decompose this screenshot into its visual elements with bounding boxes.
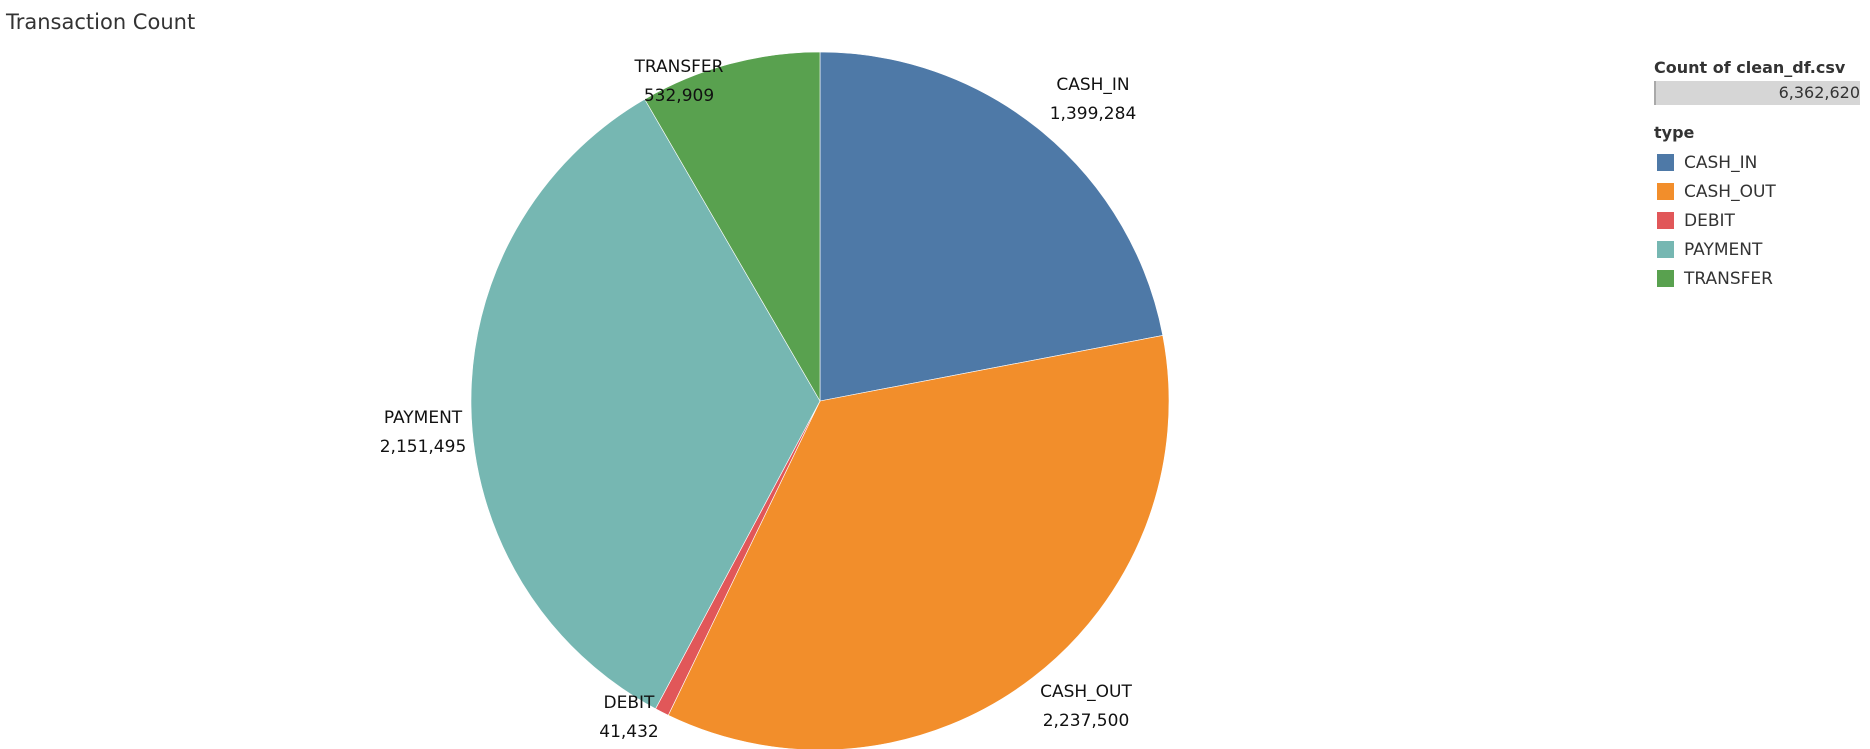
- slice-value-label: 1,399,284: [1050, 104, 1137, 124]
- count-legend-value: 6,362,620: [1778, 83, 1860, 102]
- slice-value-label: 41,432: [599, 722, 658, 742]
- slice-value-label: 532,909: [644, 86, 714, 106]
- chart-title: Transaction Count: [6, 10, 196, 34]
- count-legend-bar: 6,362,620: [1654, 81, 1860, 105]
- legend-label: TRANSFER: [1684, 268, 1773, 289]
- legend-item-transfer[interactable]: TRANSFER: [1654, 264, 1868, 293]
- type-legend-title: type: [1654, 123, 1695, 142]
- legend-label: CASH_OUT: [1684, 181, 1776, 202]
- pie-slice-cash-in[interactable]: [819, 51, 1164, 402]
- slice-category-label: CASH_IN: [1056, 75, 1129, 95]
- count-legend-title: Count of clean_df.csv: [1654, 58, 1846, 77]
- pie-slices: [470, 51, 1170, 749]
- slice-category-label: CASH_OUT: [1040, 682, 1132, 702]
- legend-swatch: [1657, 154, 1674, 171]
- legend-label: PAYMENT: [1684, 239, 1763, 260]
- legend-panel: Count of clean_df.csv 6,362,620 type CAS…: [1654, 58, 1868, 293]
- legend-swatch: [1657, 270, 1674, 287]
- slice-value-label: 2,151,495: [380, 437, 467, 457]
- slice-category-label: PAYMENT: [384, 408, 463, 428]
- legend-swatch: [1657, 241, 1674, 258]
- legend-label: DEBIT: [1684, 210, 1735, 231]
- legend-item-cash-out[interactable]: CASH_OUT: [1654, 177, 1868, 206]
- pie-slice-transfer[interactable]: [644, 51, 821, 403]
- slice-category-label: DEBIT: [604, 693, 656, 713]
- type-legend-list: CASH_IN CASH_OUT DEBIT PAYMENT TRANSFER: [1654, 148, 1868, 293]
- legend-item-debit[interactable]: DEBIT: [1654, 206, 1868, 235]
- legend-swatch: [1657, 183, 1674, 200]
- pie-chart: CASH_IN 1,399,284 CASH_OUT 2,237,500 DEBIT 41…: [380, 51, 1170, 749]
- pie-slice-payment[interactable]: [470, 98, 821, 710]
- legend-item-cash-in[interactable]: CASH_IN: [1654, 148, 1868, 177]
- slice-value-label: 2,237,500: [1043, 711, 1130, 731]
- legend-item-payment[interactable]: PAYMENT: [1654, 235, 1868, 264]
- pie-slice-cash-out[interactable]: [667, 335, 1170, 749]
- pie-labels: CASH_IN 1,399,284 CASH_OUT 2,237,500 DEBIT 41…: [380, 57, 1137, 742]
- slice-category-label: TRANSFER: [634, 57, 724, 77]
- legend-label: CASH_IN: [1684, 152, 1758, 173]
- legend-swatch: [1657, 212, 1674, 229]
